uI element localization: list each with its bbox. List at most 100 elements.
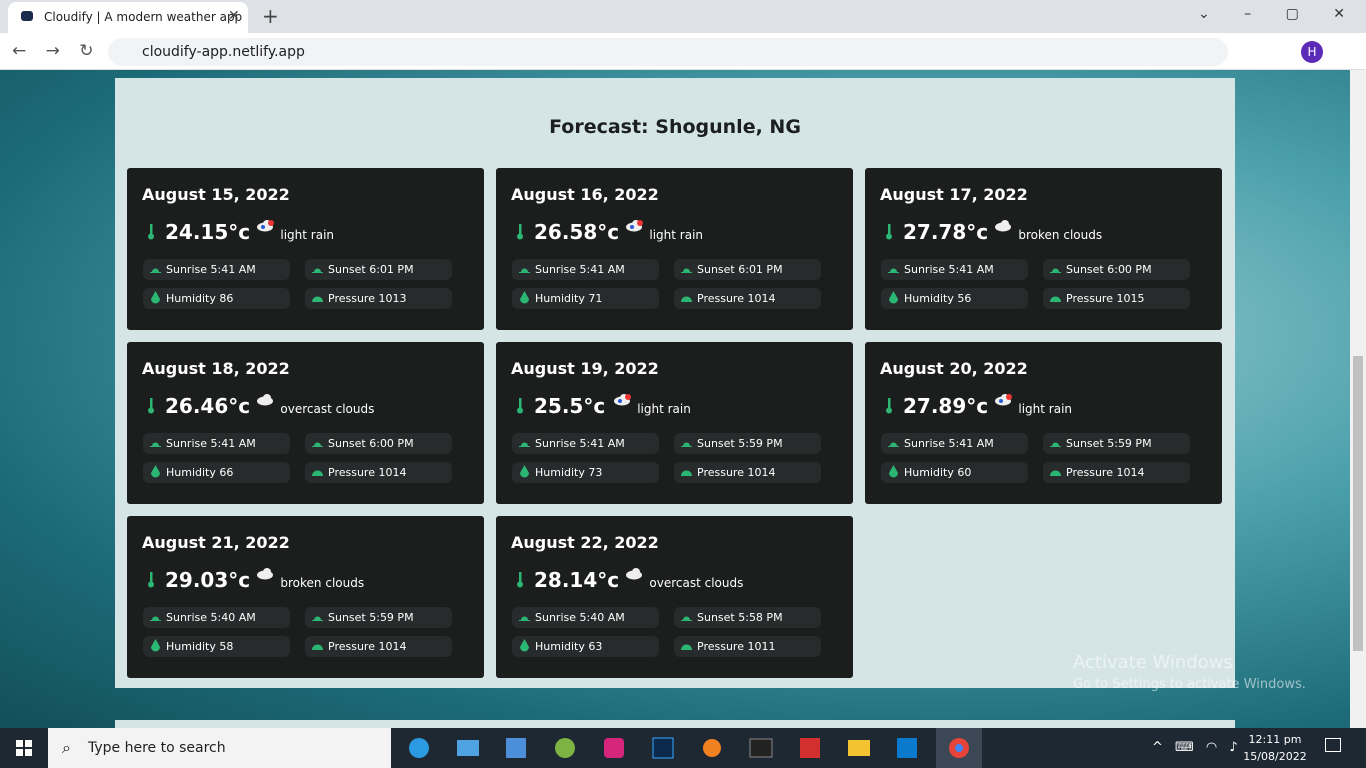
window-controls[interactable]: ⌄ – ▢ ✕	[1198, 6, 1346, 22]
search-text: Type here to search	[88, 740, 226, 756]
sunrise-text: Sunrise 5:40 AM	[535, 611, 625, 624]
sunset-text: Sunset 6:01 PM	[328, 263, 414, 276]
nav-buttons[interactable]: ← → ↻	[12, 41, 94, 61]
weather-description: light rain	[1018, 402, 1073, 416]
card-date: August 19, 2022	[511, 359, 659, 378]
sunset-info: Sunset 6:01 PM	[305, 259, 452, 280]
forecast-card: August 18, 2022 26.46°c overcast clouds Sun…	[127, 342, 484, 504]
forecast-card: August 20, 2022 27.89°c light rain Sunrise …	[865, 342, 1222, 504]
humidity-icon	[151, 465, 160, 478]
weather-description: overcast clouds	[649, 576, 744, 590]
temperature: 28.14°c	[534, 568, 620, 592]
sunrise-info: Sunrise 5:41 AM	[881, 259, 1028, 280]
forecast-card: August 21, 2022 29.03°c broken clouds Sunri…	[127, 516, 484, 678]
sunrise-icon	[519, 268, 530, 273]
sunrise-icon	[888, 442, 899, 447]
sunrise-icon	[150, 442, 161, 447]
thermometer-icon	[148, 224, 154, 240]
weather-description: overcast clouds	[280, 402, 375, 416]
forecast-card: August 22, 2022 28.14°c overcast clouds Sun…	[496, 516, 853, 678]
weather-description: broken clouds	[280, 576, 365, 590]
thermometer-icon	[148, 572, 154, 588]
search-box[interactable]: Type here to search	[48, 728, 391, 768]
sunrise-info: Sunrise 5:41 AM	[512, 259, 659, 280]
temperature: 27.89°c	[903, 394, 989, 418]
card-date: August 17, 2022	[880, 185, 1028, 204]
humidity-icon	[889, 291, 898, 304]
date: 15/08/2022	[1243, 750, 1307, 763]
tab-title: Cloudify | A modern weather app	[44, 10, 243, 24]
address-bar[interactable]: cloudify-app.netlify.app	[108, 38, 1228, 66]
weather-icon	[626, 568, 643, 580]
start-button[interactable]	[16, 740, 32, 756]
sunset-text: Sunset 5:59 PM	[328, 611, 414, 624]
humidity-icon	[151, 639, 160, 652]
sunrise-info: Sunrise 5:41 AM	[881, 433, 1028, 454]
url: cloudify-app.netlify.app	[142, 44, 305, 60]
thermometer-icon	[517, 224, 523, 240]
weather-description: light rain	[280, 228, 335, 242]
pressure-icon	[312, 644, 323, 650]
humidity-info: Humidity 56	[881, 288, 1028, 309]
weather-icon	[995, 394, 1013, 406]
humidity-info: Humidity 86	[143, 288, 290, 309]
pressure-info: Pressure 1013	[305, 288, 452, 309]
sunset-info: Sunset 6:01 PM	[674, 259, 821, 280]
humidity-info: Humidity 58	[143, 636, 290, 657]
weather-icon	[995, 220, 1012, 232]
notifications[interactable]	[1325, 738, 1341, 752]
sunset-text: Sunset 5:58 PM	[697, 611, 783, 624]
humidity-icon	[520, 291, 529, 304]
watermark-title: Activate Windows	[1073, 652, 1233, 673]
card-date: August 21, 2022	[142, 533, 290, 552]
sunset-info: Sunset 6:00 PM	[1043, 259, 1190, 280]
favicon	[21, 11, 33, 21]
pressure-text: Pressure 1014	[328, 640, 407, 653]
pressure-icon	[312, 470, 323, 476]
humidity-text: Humidity 86	[166, 292, 234, 305]
tab[interactable]: Cloudify | A modern weather app	[8, 2, 248, 33]
sunset-info: Sunset 5:59 PM	[674, 433, 821, 454]
sunset-icon	[312, 442, 323, 447]
humidity-icon	[520, 639, 529, 652]
pressure-icon	[312, 296, 323, 302]
humidity-text: Humidity 66	[166, 466, 234, 479]
pressure-icon	[1050, 296, 1061, 302]
pressure-icon	[681, 644, 692, 650]
sunset-icon	[312, 268, 323, 273]
sunset-info: Sunset 5:59 PM	[1043, 433, 1190, 454]
pressure-icon	[681, 296, 692, 302]
forecast-card: August 19, 2022 25.5°c light rain Sunrise 5…	[496, 342, 853, 504]
pressure-info: Pressure 1015	[1043, 288, 1190, 309]
humidity-info: Humidity 66	[143, 462, 290, 483]
taskbar-apps[interactable]	[400, 728, 990, 768]
weather-icon	[257, 568, 274, 580]
new-tab[interactable]: +	[262, 4, 279, 28]
sunrise-icon	[150, 616, 161, 621]
weather-description: light rain	[649, 228, 704, 242]
sunset-icon	[1050, 442, 1061, 447]
sunset-info: Sunset 5:59 PM	[305, 607, 452, 628]
clock[interactable]: 12:11 pm 15/08/2022	[1240, 731, 1310, 765]
thermometer-icon	[148, 398, 154, 414]
humidity-text: Humidity 73	[535, 466, 603, 479]
tab-close[interactable]: ✕	[228, 8, 240, 24]
sunset-icon	[681, 442, 692, 447]
sunset-text: Sunset 6:00 PM	[1066, 263, 1152, 276]
forecast-card: August 15, 2022 24.15°c light rain Sunrise …	[127, 168, 484, 330]
sunset-text: Sunset 6:00 PM	[328, 437, 414, 450]
sunrise-info: Sunrise 5:41 AM	[143, 433, 290, 454]
sunrise-text: Sunrise 5:41 AM	[535, 437, 625, 450]
pressure-info: Pressure 1011	[674, 636, 821, 657]
card-date: August 20, 2022	[880, 359, 1028, 378]
tray-icons[interactable]: ^ ⌨ ◠ ♪	[1152, 740, 1238, 755]
scroll-thumb[interactable]	[1353, 356, 1363, 651]
pressure-info: Pressure 1014	[1043, 462, 1190, 483]
sunrise-text: Sunrise 5:41 AM	[904, 263, 994, 276]
weather-icon	[257, 220, 275, 232]
profile[interactable]: H	[1301, 41, 1323, 63]
pressure-text: Pressure 1014	[697, 466, 776, 479]
pressure-info: Pressure 1014	[305, 462, 452, 483]
sunrise-text: Sunrise 5:41 AM	[904, 437, 994, 450]
